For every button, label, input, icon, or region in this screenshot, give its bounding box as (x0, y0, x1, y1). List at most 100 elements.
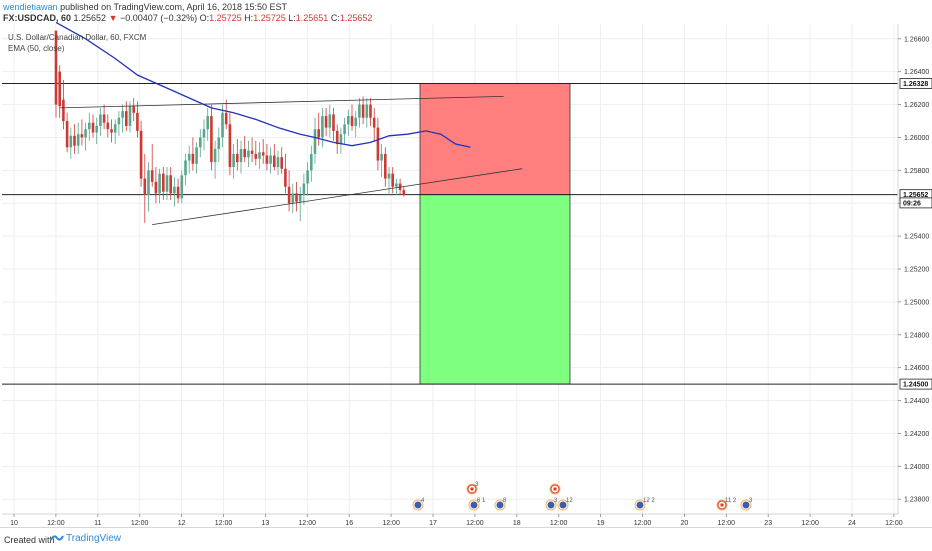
candle-body (380, 153, 383, 161)
candle-body (369, 104, 372, 118)
us-flag-icon: 12 2 (634, 498, 655, 511)
trendline (152, 168, 523, 225)
candle-body (254, 153, 258, 159)
time-tick-label: 18 (513, 520, 521, 527)
candle-body (247, 150, 250, 158)
time-tick-label: 11 (94, 520, 101, 527)
grid (2, 24, 898, 514)
event-marker-face (495, 500, 505, 510)
candle-body (147, 170, 150, 196)
time-tick-label: 13 (262, 520, 270, 527)
price-tick-label: 1.25000 (904, 299, 929, 306)
candle-body (110, 129, 113, 133)
us-flag-icon: 3 (545, 498, 558, 511)
tradingview-logo-icon (50, 535, 64, 541)
candle-body (358, 104, 361, 118)
candle-body (136, 112, 139, 131)
time-tick-label: 20 (681, 520, 689, 527)
us-flag-icon: 6 1 (468, 498, 486, 511)
price-tick-label: 1.24000 (904, 464, 929, 471)
symbol-label: FX:USDCAD, 60 (3, 13, 72, 23)
event-marker-face (635, 500, 645, 510)
candle-body (239, 148, 243, 163)
candle-body (165, 175, 169, 192)
price-label-box (899, 378, 932, 390)
low-label: L: (288, 13, 296, 23)
candle-body (54, 30, 58, 105)
price-chart[interactable]: U.S. Dollar/Canadian Dollar, 60, FXCM EMA… (0, 0, 932, 527)
high-label: H: (244, 13, 254, 23)
candle-body (76, 134, 80, 146)
price-change: −0.00407 (−0.32%) (120, 13, 198, 23)
candle-body (180, 175, 184, 199)
price-label-badge: 1.24500 (899, 378, 932, 390)
us-flag-icon: 3 (740, 498, 753, 511)
change-down-icon: ▼ (108, 13, 118, 23)
candle-body (335, 130, 339, 145)
price-tick-label: 1.24800 (904, 332, 929, 339)
candle-body (217, 137, 221, 149)
price-tick-label: 1.26600 (904, 36, 929, 43)
maple-leaf-glyph (553, 487, 557, 491)
candle-body (184, 160, 187, 176)
time-tick-label: 12:00 (131, 520, 149, 527)
price-label-text: 1.26328 (903, 81, 928, 88)
candle-body (306, 170, 309, 184)
tradingview-brand[interactable]: TradingView (66, 533, 122, 544)
candle-body (228, 124, 232, 168)
price-tick-label: 1.25200 (904, 267, 929, 274)
price-label-text: 1.24500 (903, 382, 928, 389)
price-label-text: 09:26 (903, 200, 921, 207)
candle-body (221, 112, 224, 138)
time-tick-label: 12:00 (215, 520, 233, 527)
author-link[interactable]: wendietiawan (3, 2, 58, 12)
candle-body (236, 153, 239, 163)
candle-body (158, 173, 161, 194)
last-price: 1.25652 (73, 13, 107, 23)
event-markers: 4 3 6 1 8 3 12 12 2 11 2 3 (412, 482, 753, 511)
price-tick-label: 1.24200 (904, 431, 929, 438)
stop-loss-zone (419, 83, 571, 196)
candle-body (206, 116, 209, 130)
candle-body (295, 193, 298, 202)
low-value: 1.25651 (295, 13, 329, 23)
canada-flag-icon: 11 2 (716, 498, 737, 511)
candle-body (113, 124, 117, 133)
price-tick-label: 1.25800 (904, 168, 929, 175)
candle-body (162, 173, 165, 192)
time-tick-label: 12:00 (634, 520, 652, 527)
candle-body (176, 186, 180, 199)
event-marker-face (546, 500, 556, 510)
publish-line: wendietiawan published on TradingView.co… (3, 2, 287, 12)
candle-body (250, 150, 254, 154)
chart-legend: U.S. Dollar/Canadian Dollar, 60, FXCM EMA… (8, 33, 147, 53)
candle-body (328, 114, 332, 128)
price-tick-label: 1.26400 (904, 69, 929, 76)
time-tick-label: 12:00 (299, 520, 317, 527)
candle-body (69, 135, 73, 148)
canada-flag-icon: 3 (466, 482, 479, 495)
event-count-label: 11 2 (725, 498, 737, 504)
candle-body (106, 122, 110, 130)
event-count-label: 3 (475, 482, 479, 488)
candle-body (80, 134, 84, 138)
published-text: published on TradingView.com, April 16, … (60, 2, 288, 12)
candle-body (187, 153, 191, 161)
candle-body (150, 170, 154, 182)
time-tick-label: 19 (597, 520, 605, 527)
candle-body (384, 153, 387, 179)
legend-indicator: EMA (50, close) (8, 44, 65, 53)
candles (54, 30, 406, 223)
time-tick-label: 12:00 (466, 520, 484, 527)
high-value: 1.25725 (253, 13, 286, 23)
time-tick-label: 12:00 (718, 520, 736, 527)
candle-body (258, 152, 261, 159)
candle-body (276, 157, 280, 168)
price-tick-label: 1.26000 (904, 135, 929, 142)
canada-flag-icon (549, 483, 561, 495)
candle-body (65, 121, 69, 148)
candle-body (343, 124, 346, 135)
close-label: C: (330, 13, 340, 23)
candle-body (361, 104, 365, 118)
price-tick-label: 1.25400 (904, 234, 929, 241)
